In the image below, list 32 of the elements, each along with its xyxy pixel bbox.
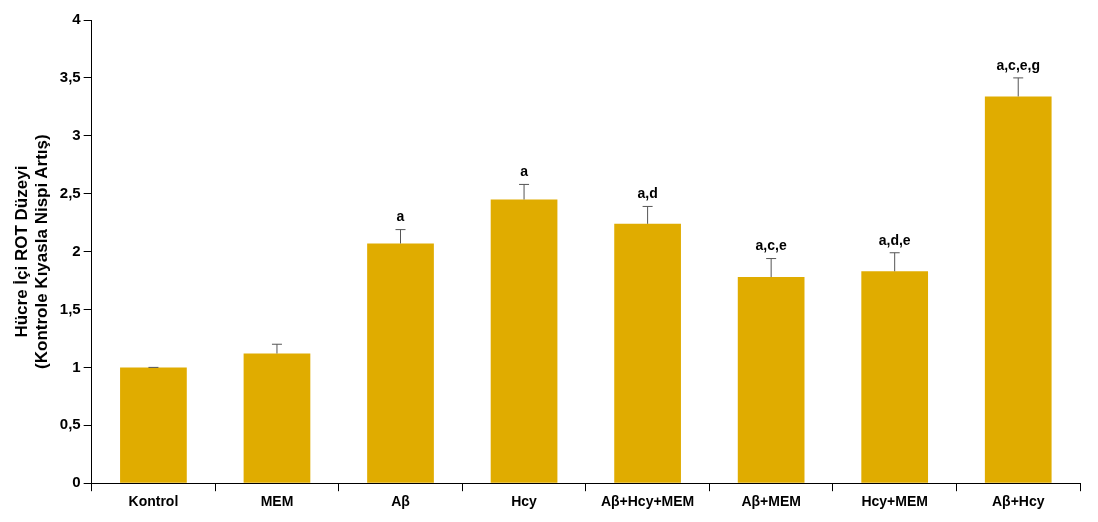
x-tick-label: MEM [260,493,294,510]
y-tick-label: 0,5 [59,415,81,433]
y-tick-label: 1 [72,357,81,375]
annotation: a,d [637,185,658,202]
annotation: a [396,208,405,225]
annotation: a [520,163,529,180]
annotation: a,c,e,g [996,56,1041,73]
x-tick-label: Hcy [511,493,538,510]
bar [984,96,1052,483]
x-tick-label: Aβ [391,493,411,510]
bar [243,353,311,483]
bar [614,223,681,483]
y-tick-label: 0 [72,473,81,491]
y-tick-label: 3 [72,125,81,143]
y-tick-label: 2 [72,241,81,259]
y-tick-label: 3,5 [59,68,81,86]
x-tick-label: Aβ+Hcy [991,493,1045,510]
annotation: a,d,e [878,231,911,248]
bar [737,277,805,483]
y-tick-label: 2,5 [59,183,81,201]
y-tick-label: 4 [72,10,82,28]
y-axis-title: Hücre İçi ROT Düzeyi (Kontrole Kıyasla Nispi Artış) [11,134,52,369]
bar [490,199,558,483]
bar [367,243,434,483]
x-tick-label: Aβ+MEM [741,493,801,510]
x-tick-label: Kontrol [128,493,179,510]
x-tick-label: Hcy+MEM [861,493,928,510]
annotation: a,c,e [755,237,787,254]
x-tick-label: Aβ+Hcy+MEM [600,493,695,510]
bar [861,271,929,483]
y-tick-label: 1,5 [59,299,81,317]
bar [120,367,187,483]
